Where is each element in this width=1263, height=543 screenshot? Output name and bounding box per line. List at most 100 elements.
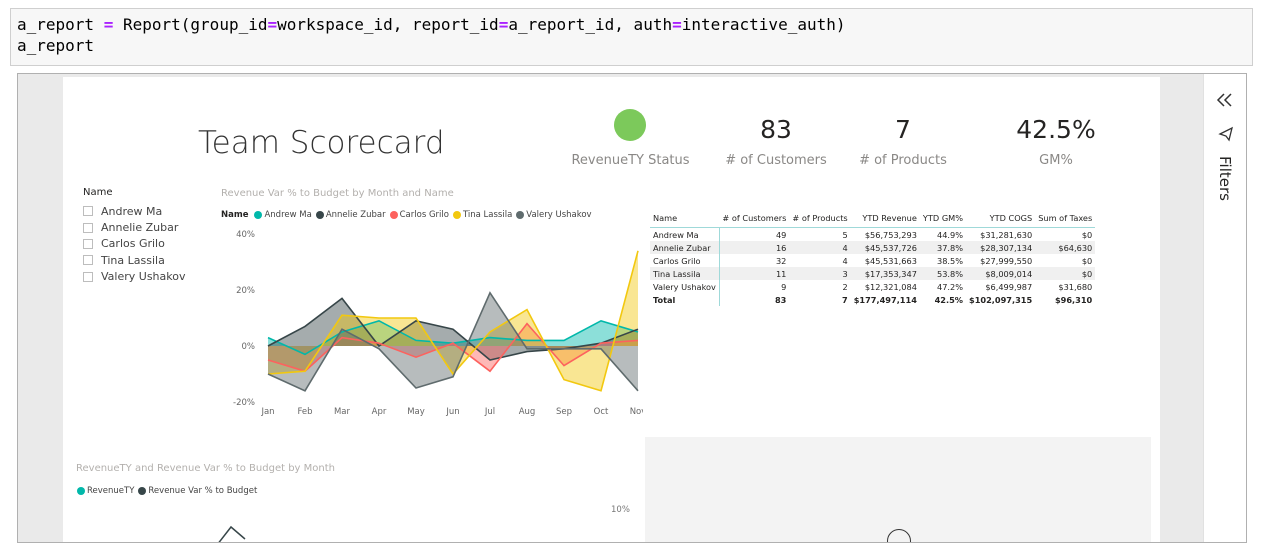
checkbox[interactable] [83, 255, 93, 266]
report-canvas: Team Scorecard RevenueTY Status 83 # of … [63, 77, 1160, 542]
slicer-item-label: Carlos Grilo [101, 237, 165, 251]
table-cell: Total [650, 293, 720, 306]
y-tick-label: 0% [242, 342, 256, 352]
table-cell: 11 [719, 267, 790, 280]
y-tick-label: -20% [233, 398, 255, 408]
x-tick-label: Jun [445, 407, 459, 417]
code-arg: interactive_auth) [681, 15, 846, 34]
matrix-header-row: Name # of Customers # of Products YTD Re… [650, 209, 1096, 228]
table-total-row[interactable]: Total 83 7 $177,497,114 42.5% $102,097,315 $96… [650, 293, 1095, 306]
legend-entry[interactable]: Carlos Grilo [399, 210, 449, 220]
table-cell: $45,531,663 [864, 255, 917, 266]
table-cell: Carlos Grilo [650, 254, 720, 267]
table-row[interactable]: Tina Lassila 11 3 $17,353,347 53.8% $8,009,01… [650, 267, 1096, 280]
table-cell: 32 [775, 255, 787, 266]
legend-entry[interactable]: Revenue Var % to Budget [148, 486, 258, 496]
table-cell: 37.8% [919, 241, 967, 254]
filters-pane[interactable]: Filters [1203, 74, 1246, 542]
table-cell: Tina Lassila [650, 267, 720, 280]
report-output: Team Scorecard RevenueTY Status 83 # of … [17, 73, 1247, 543]
status-indicator[interactable] [614, 109, 646, 141]
legend-entry[interactable]: Andrew Ma [264, 210, 312, 220]
table-cell: 49 [775, 229, 787, 240]
table-cell: $28,307,134 [966, 241, 1036, 254]
table-cell: $0 [1081, 229, 1093, 240]
matrix-header[interactable]: # of Customers [719, 209, 790, 228]
status-label: RevenueTY Status [571, 153, 690, 168]
kpi-gm-value[interactable]: 42.5% [1016, 115, 1096, 144]
table-row[interactable]: Andrew Ma 49 5 $56,753,293 44.9% $31,281,630 $… [650, 227, 1095, 241]
series-line[interactable] [267, 250, 639, 392]
x-tick-label: Nov [630, 407, 643, 417]
table-cell: 42.5% [934, 294, 964, 305]
series-line[interactable] [267, 291, 639, 392]
legend-entry[interactable]: RevenueTY [87, 486, 135, 496]
code-operator: = [103, 15, 114, 34]
slicer-item-annelie-zubar[interactable]: Annelie Zubar [83, 219, 185, 235]
table-cell: $27,999,550 [980, 255, 1033, 266]
slicer-item-andrew-ma[interactable]: Andrew Ma [83, 203, 185, 219]
chart-legend: Name Andrew Ma Annelie Zubar Carlos Gril… [221, 210, 592, 220]
table-cell: 4 [842, 255, 848, 266]
table-cell: $64,630 [1035, 241, 1096, 254]
matrix-header[interactable]: # of Products [789, 209, 851, 228]
slicer-title: Name [83, 187, 113, 198]
team-matrix[interactable]: Name # of Customers # of Products YTD Re… [650, 209, 1096, 306]
table-cell: Annelie Zubar [650, 241, 720, 254]
slicer-item-carlos-grilo[interactable]: Carlos Grilo [83, 236, 185, 252]
series-area[interactable] [268, 323, 638, 372]
y-tick-label: 40% [236, 230, 255, 240]
table-cell: 5 [842, 229, 848, 240]
legend-entry[interactable]: Tina Lassila [462, 210, 513, 220]
table-row[interactable]: Valery Ushakov 9 2 $12,321,084 47.2% $6,499,9… [650, 280, 1095, 293]
table-cell: 2 [842, 281, 848, 292]
code-cell[interactable]: a_report = Report(group_id=workspace_id,… [10, 8, 1253, 66]
double-chevron-left-icon[interactable] [1216, 92, 1234, 108]
matrix-header[interactable]: YTD COGS [966, 209, 1036, 228]
table-cell: $31,281,630 [980, 229, 1033, 240]
funnel-icon[interactable] [1218, 126, 1234, 142]
legend-entry[interactable]: Annelie Zubar [325, 210, 386, 220]
code-arg: a_report_id, auth [508, 15, 673, 34]
legend-dot-icon [138, 487, 147, 495]
checkbox[interactable] [83, 271, 93, 282]
checkbox[interactable] [83, 238, 93, 249]
table-cell: 7 [842, 294, 848, 305]
table-cell: $56,753,293 [864, 229, 917, 240]
series-area[interactable] [268, 250, 638, 391]
table-cell: $0 [1035, 267, 1096, 280]
checkbox[interactable] [83, 222, 93, 233]
table-cell: 83 [774, 294, 787, 305]
series-area[interactable] [268, 292, 638, 391]
kpi-customers-value[interactable]: 83 [760, 115, 792, 144]
bottom-chart-line [218, 525, 246, 542]
revenue-var-chart[interactable]: 40% 20% 0% -20% Jan Feb Mar Apr May Jun Jul Aug Sep O… [213, 222, 643, 422]
table-cell: $8,009,014 [966, 267, 1036, 280]
matrix-header[interactable]: YTD Revenue [850, 209, 920, 228]
series-line[interactable] [267, 297, 639, 361]
table-cell: 16 [719, 241, 790, 254]
slicer-item-label: Andrew Ma [101, 204, 163, 218]
matrix-header[interactable]: Sum of Taxes [1035, 209, 1096, 228]
matrix-header[interactable]: YTD GM% [919, 209, 967, 228]
slicer-item-label: Valery Ushakov [101, 270, 186, 284]
table-cell: 4 [789, 241, 851, 254]
table-row[interactable]: Annelie Zubar 16 4 $45,537,726 37.8% $28,307,… [650, 241, 1096, 254]
code-arg: workspace_id, report_id [277, 15, 499, 34]
table-row[interactable]: Carlos Grilo 32 4 $45,531,663 38.5% $27,999,5… [650, 254, 1095, 267]
map-visual-placeholder[interactable] [645, 437, 1151, 542]
table-cell: $0 [1081, 255, 1093, 266]
checkbox[interactable] [83, 206, 93, 217]
table-cell: $96,310 [1054, 294, 1093, 305]
kpi-products-value[interactable]: 7 [895, 115, 911, 144]
table-cell: $177,497,114 [853, 294, 917, 305]
legend-entry[interactable]: Valery Ushakov [526, 210, 592, 220]
slicer-item-valery-ushakov[interactable]: Valery Ushakov [83, 269, 185, 285]
x-tick-label: May [407, 407, 425, 417]
page-title: Team Scorecard [198, 125, 445, 161]
code-line-2: a_report [17, 36, 95, 55]
slicer-item-tina-lassila[interactable]: Tina Lassila [83, 252, 185, 268]
matrix-header[interactable]: Name [650, 209, 720, 228]
legend-title: Name [221, 210, 249, 220]
filters-label[interactable]: Filters [1216, 156, 1234, 201]
